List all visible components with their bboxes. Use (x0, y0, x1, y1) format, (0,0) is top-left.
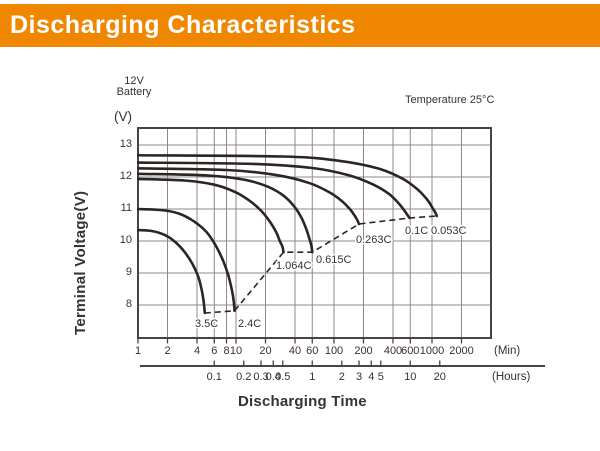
hours-tick-label: 2 (338, 371, 345, 383)
minutes-tick-label: 600 (401, 345, 420, 357)
minutes-tick-label: 60 (306, 345, 319, 357)
minutes-tick-label: 100 (324, 345, 344, 357)
minutes-tick-label: 40 (288, 345, 302, 357)
y-tick-label: 10 (119, 234, 132, 246)
x-axis-minutes-unit: (Min) (494, 345, 521, 357)
minutes-tick-label: 2000 (449, 345, 474, 357)
minutes-tick-label: 20 (259, 345, 272, 357)
hours-tick-label: 3 (355, 371, 363, 383)
minutes-tick-label: 8 (223, 345, 230, 357)
y-tick-label: 8 (125, 298, 132, 310)
hours-tick-label: 0.1 (206, 371, 222, 383)
curve-0.263C (137, 167, 361, 226)
minutes-tick-label: 4 (193, 345, 201, 357)
minutes-tick-label: 2 (164, 345, 171, 357)
plot-area: 3.5C 2.4C 1.064C 0.615C 0.263C 0.1C 0.053C (137, 127, 545, 367)
y-tick-label: 13 (119, 138, 132, 150)
curve-0.615C (137, 172, 314, 254)
page-title: Discharging Characteristics (10, 11, 356, 39)
curve-label-0.1C: 0.1C (405, 225, 428, 237)
curve-label-0.263C: 0.263C (356, 234, 392, 246)
header-banner: Discharging Characteristics (0, 4, 600, 47)
curve-label-3.5C: 3.5C (195, 318, 218, 330)
curve-label-1.064C: 1.064C (276, 260, 312, 272)
y-axis-unit-label: (V) (114, 109, 132, 124)
curve-label-0.615C: 0.615C (316, 254, 352, 266)
minutes-tick-label: 200 (354, 345, 373, 357)
y-axis-title: Terminal Voltage(V) (72, 190, 89, 335)
battery-type-line2: Battery (116, 86, 152, 98)
curve-label-2.4C: 2.4C (238, 318, 261, 330)
x-axis-hours-unit: (Hours) (492, 371, 531, 383)
plot-border (137, 127, 492, 339)
hours-tick-label: 4 (368, 371, 375, 383)
hours-tick-label: 0.5 (275, 371, 291, 383)
hours-tick-label: 0.3 (253, 371, 269, 383)
battery-type-label: 12V Battery (112, 76, 156, 98)
curve-3.5C (137, 228, 207, 315)
curve-0.053C (137, 153, 439, 218)
battery-type-line1: 12V (124, 75, 144, 87)
y-tick-label: 9 (125, 266, 132, 278)
minutes-tick-label: 10 (229, 345, 243, 357)
x-axis-title: Discharging Time (238, 393, 367, 410)
temperature-annotation: Temperature 25°C (405, 94, 495, 106)
hours-tick-label: 10 (404, 371, 417, 383)
curve-2.4C (137, 207, 236, 313)
curve-1.064C (137, 177, 285, 254)
hours-tick-label: 0.4 (265, 371, 281, 383)
minutes-tick-label: 1000 (419, 345, 445, 357)
curve-0.1C (137, 161, 411, 220)
hours-tick-label: 1 (309, 371, 316, 383)
hours-tick-label: 5 (377, 371, 384, 383)
minutes-tick-label: 1 (134, 345, 142, 357)
hours-tick-label: 0.2 (236, 371, 252, 383)
curve-label-0.053C: 0.053C (431, 225, 467, 237)
minutes-tick-label: 400 (383, 345, 403, 357)
y-tick-label: 12 (119, 170, 132, 182)
hours-tick-label: 20 (433, 371, 446, 383)
y-tick-label: 11 (120, 202, 132, 214)
minutes-tick-label: 6 (211, 345, 218, 357)
